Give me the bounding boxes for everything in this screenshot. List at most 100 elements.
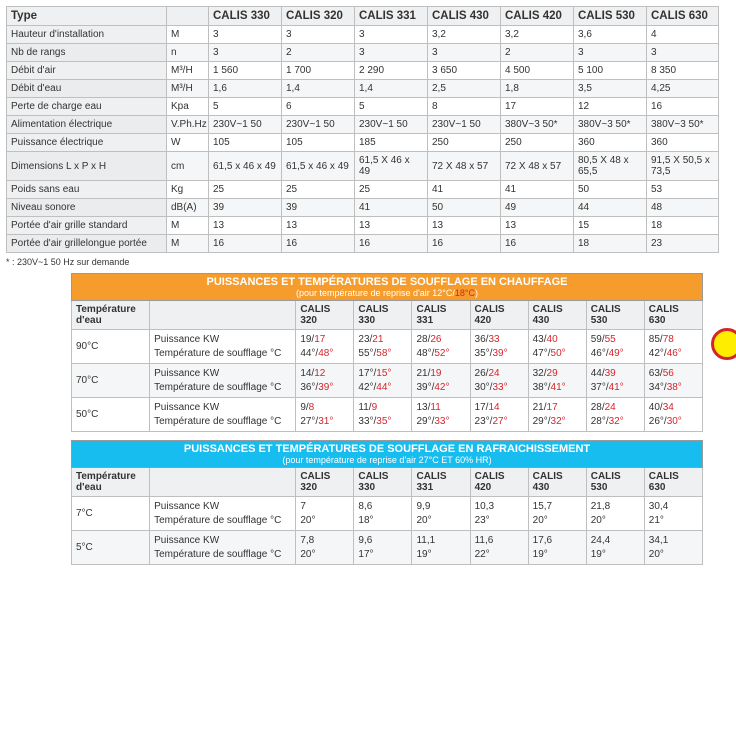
spec-cell: 380V~3 50* bbox=[574, 116, 647, 134]
spec-cell: 3 bbox=[282, 26, 355, 44]
cooling-cell: 8,618° bbox=[354, 497, 412, 531]
heating-cell: 14/1236°/39° bbox=[296, 364, 354, 398]
heating-row: 50°CPuissance KWTempérature de soufflage… bbox=[72, 398, 703, 432]
perf-col-header: CALIS 420 bbox=[470, 468, 528, 497]
spec-cell: 17 bbox=[501, 98, 574, 116]
spec-cell: 48 bbox=[647, 199, 719, 217]
heating-title: PUISSANCES ET TEMPÉRATURES DE SOUFFLAGE … bbox=[72, 274, 703, 301]
spec-cell: 61,5 x 46 x 49 bbox=[282, 152, 355, 181]
spec-cell: 1,6 bbox=[209, 80, 282, 98]
row-metric-label: Puissance KWTempérature de soufflage °C bbox=[150, 330, 296, 364]
spec-cell: 72 X 48 x 57 bbox=[428, 152, 501, 181]
spec-cell: 4 bbox=[647, 26, 719, 44]
spec-cell: 5 100 bbox=[574, 62, 647, 80]
spec-col-header bbox=[167, 7, 209, 26]
spec-row: Dimensions L x P x Hcm61,5 x 46 x 4961,5… bbox=[7, 152, 719, 181]
perf-col-header: CALIS 330 bbox=[354, 468, 412, 497]
spec-cell: 3 bbox=[209, 44, 282, 62]
spec-col-header: CALIS 420 bbox=[501, 7, 574, 26]
spec-cell: 50 bbox=[428, 199, 501, 217]
heating-cell: 21/1939°/42° bbox=[412, 364, 470, 398]
spec-cell: 1,8 bbox=[501, 80, 574, 98]
spec-row: Débit d'airM³/H1 5601 7002 2903 6504 500… bbox=[7, 62, 719, 80]
spec-cell: 3 bbox=[428, 44, 501, 62]
spec-cell: 44 bbox=[574, 199, 647, 217]
spec-cell: 80,5 X 48 x 65,5 bbox=[574, 152, 647, 181]
cooling-cell: 21,820° bbox=[586, 497, 644, 531]
spec-cell: 4,25 bbox=[647, 80, 719, 98]
spec-cell: 1 700 bbox=[282, 62, 355, 80]
spec-cell: 380V~3 50* bbox=[501, 116, 574, 134]
spec-cell: 6 bbox=[282, 98, 355, 116]
water-temp: 70°C bbox=[72, 364, 150, 398]
spec-cell: 50 bbox=[574, 181, 647, 199]
heating-cell: 26/2430°/33° bbox=[470, 364, 528, 398]
spec-col-header: CALIS 530 bbox=[574, 7, 647, 26]
spec-cell: 13 bbox=[355, 217, 428, 235]
spec-row-label: Hauteur d'installation bbox=[7, 26, 167, 44]
spec-cell: 360 bbox=[574, 134, 647, 152]
spec-row: Portée d'air grillelongue portéeM1616161… bbox=[7, 235, 719, 253]
heating-cell: 23/2155°/58° bbox=[354, 330, 412, 364]
spec-row-label: Portée d'air grillelongue portée bbox=[7, 235, 167, 253]
spec-cell: dB(A) bbox=[167, 199, 209, 217]
spec-cell: 91,5 X 50,5 x 73,5 bbox=[647, 152, 719, 181]
heating-cell: 43/4047°/50° bbox=[528, 330, 586, 364]
spec-row-label: Alimentation électrique bbox=[7, 116, 167, 134]
spec-cell: M³/H bbox=[167, 80, 209, 98]
spec-cell: 3 bbox=[355, 44, 428, 62]
perf-col-header: Température d'eau bbox=[72, 468, 150, 497]
spec-cell: W bbox=[167, 134, 209, 152]
spec-col-header: CALIS 430 bbox=[428, 7, 501, 26]
heating-cell: 21/1729°/32° bbox=[528, 398, 586, 432]
spec-row: Puissance électriqueW1051051852502503603… bbox=[7, 134, 719, 152]
row-metric-label: Puissance KWTempérature de soufflage °C bbox=[150, 531, 296, 565]
heating-cell: 36/3335°/39° bbox=[470, 330, 528, 364]
spec-cell: M bbox=[167, 217, 209, 235]
perf-col-header bbox=[150, 468, 296, 497]
spec-row: Niveau sonoredB(A)39394150494448 bbox=[7, 199, 719, 217]
heating-cell: 32/2938°/41° bbox=[528, 364, 586, 398]
spec-cell: 1,4 bbox=[282, 80, 355, 98]
heating-cell: 28/2648°/52° bbox=[412, 330, 470, 364]
spec-cell: 18 bbox=[647, 217, 719, 235]
spec-cell: M³/H bbox=[167, 62, 209, 80]
perf-col-header: Température d'eau bbox=[72, 301, 150, 330]
spec-cell: 53 bbox=[647, 181, 719, 199]
spec-cell: 18 bbox=[574, 235, 647, 253]
spec-cell: 1 560 bbox=[209, 62, 282, 80]
spec-cell: 23 bbox=[647, 235, 719, 253]
spec-cell: 39 bbox=[282, 199, 355, 217]
spec-cell: n bbox=[167, 44, 209, 62]
heating-cell: 28/2428°/32° bbox=[586, 398, 644, 432]
spec-cell: 16 bbox=[501, 235, 574, 253]
spec-row: Débit d'eauM³/H1,61,41,42,51,83,54,25 bbox=[7, 80, 719, 98]
spec-cell: 3 650 bbox=[428, 62, 501, 80]
spec-cell: 2 bbox=[501, 44, 574, 62]
spec-cell: 16 bbox=[209, 235, 282, 253]
spec-cell: 39 bbox=[209, 199, 282, 217]
spec-cell: 2,5 bbox=[428, 80, 501, 98]
spec-row-label: Perte de charge eau bbox=[7, 98, 167, 116]
spec-cell: 3 bbox=[647, 44, 719, 62]
spec-cell: V.Ph.Hz bbox=[167, 116, 209, 134]
heating-cell: 13/1129°/33° bbox=[412, 398, 470, 432]
spec-cell: 380V~3 50* bbox=[647, 116, 719, 134]
spec-row: Poids sans eauKg25252541415053 bbox=[7, 181, 719, 199]
spec-cell: cm bbox=[167, 152, 209, 181]
row-metric-label: Puissance KWTempérature de soufflage °C bbox=[150, 398, 296, 432]
cooling-cell: 17,619° bbox=[528, 531, 586, 565]
cooling-cell: 7,820° bbox=[296, 531, 354, 565]
spec-cell: 13 bbox=[501, 217, 574, 235]
spec-row-label: Portée d'air grille standard bbox=[7, 217, 167, 235]
water-temp: 7°C bbox=[72, 497, 150, 531]
water-temp: 90°C bbox=[72, 330, 150, 364]
spec-cell: 25 bbox=[355, 181, 428, 199]
row-metric-label: Puissance KWTempérature de soufflage °C bbox=[150, 364, 296, 398]
heating-cell: 63/5634°/38° bbox=[644, 364, 702, 398]
spec-cell: 13 bbox=[209, 217, 282, 235]
spec-row-label: Nb de rangs bbox=[7, 44, 167, 62]
perf-col-header: CALIS 530 bbox=[586, 468, 644, 497]
spec-cell: 16 bbox=[282, 235, 355, 253]
water-temp: 5°C bbox=[72, 531, 150, 565]
